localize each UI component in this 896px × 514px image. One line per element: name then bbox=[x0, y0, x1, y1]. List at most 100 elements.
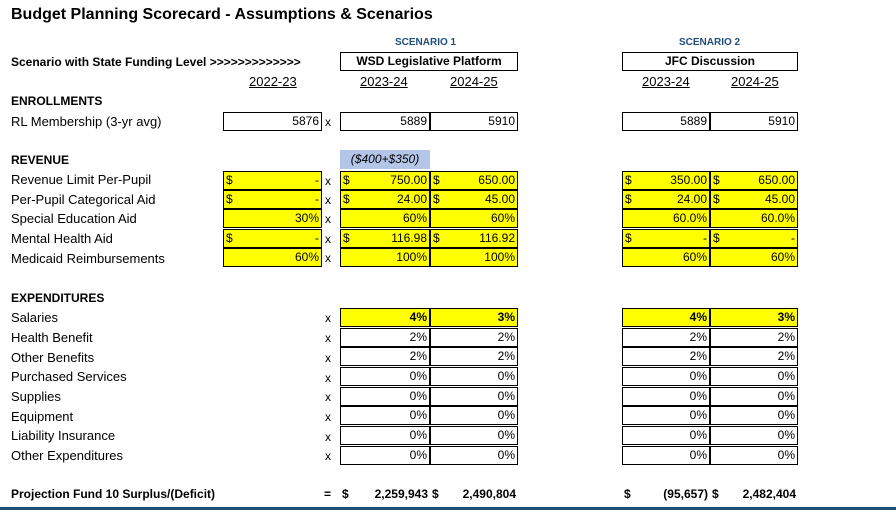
equals-mark: = bbox=[324, 487, 332, 501]
exp-s1a-value: 2% bbox=[340, 328, 430, 347]
currency-symbol: $ bbox=[712, 487, 719, 501]
x-mark: x bbox=[325, 174, 331, 188]
revenue-s2b-value: 650.00 bbox=[758, 173, 795, 187]
exp-s2b-value: 0% bbox=[710, 387, 798, 406]
x-mark: x bbox=[325, 449, 331, 463]
exp-s1b-value: 0% bbox=[430, 367, 518, 386]
revenue-s2a-value: 60% bbox=[622, 248, 710, 267]
projection-label: Projection Fund 10 Surplus/(Deficit) bbox=[11, 487, 216, 501]
currency-symbol: $ bbox=[343, 231, 350, 245]
currency-symbol: $ bbox=[342, 487, 349, 501]
scenario2-tag: SCENARIO 2 bbox=[679, 37, 741, 48]
exp-s1b-value: 2% bbox=[430, 328, 518, 347]
revenue-s1a-cell: $24.00 bbox=[340, 190, 430, 209]
exp-s1b-value: 0% bbox=[430, 426, 518, 445]
revenue-base-value: 60% bbox=[223, 248, 322, 267]
revenue-s1b-value: 60% bbox=[430, 209, 518, 228]
exp-s2a-value: 4% bbox=[622, 308, 710, 327]
bottom-border bbox=[0, 507, 896, 510]
projection-s2b: $2,482,404 bbox=[710, 484, 798, 504]
revenue-s1a-value: 750.00 bbox=[390, 173, 427, 187]
x-mark: x bbox=[325, 232, 331, 246]
projection-s2a: $ (95,657) bbox=[622, 484, 710, 504]
revenue-note: ($400+$350) bbox=[340, 150, 430, 169]
exp-s1a-value: 0% bbox=[340, 387, 430, 406]
revenue-base-cell: $ - bbox=[223, 171, 322, 190]
x-mark: x bbox=[325, 430, 331, 444]
exp-s2a-value: 2% bbox=[622, 328, 710, 347]
currency-symbol: $ bbox=[713, 173, 720, 187]
x-mark: x bbox=[325, 115, 331, 129]
projection-s2b-value: 2,482,404 bbox=[742, 487, 796, 501]
revenue-s1a-cell: $750.00 bbox=[340, 171, 430, 190]
revenue-label: Special Education Aid bbox=[11, 211, 137, 226]
enroll-s1a: 5889 bbox=[340, 112, 430, 131]
exp-s2b-value: 0% bbox=[710, 406, 798, 425]
currency-symbol: $ bbox=[625, 231, 632, 245]
revenue-label: Medicaid Reimbursements bbox=[11, 251, 165, 266]
exp-s2b-value: 3% bbox=[710, 308, 798, 327]
revenue-s1a-cell: $116.98 bbox=[340, 229, 430, 248]
year-base: 2022-23 bbox=[249, 74, 297, 89]
x-mark: x bbox=[325, 251, 331, 265]
exp-s2a-value: 0% bbox=[622, 387, 710, 406]
projection-s1b: $2,490,804 bbox=[430, 484, 518, 504]
currency-symbol: $ bbox=[343, 173, 350, 187]
revenue-base-value: - bbox=[315, 231, 319, 245]
currency-symbol: $ bbox=[625, 173, 632, 187]
revenue-s1a-value: 60% bbox=[340, 209, 430, 228]
year-s1a: 2023-24 bbox=[360, 74, 408, 89]
year-s1b: 2024-25 bbox=[450, 74, 498, 89]
year-s2b: 2024-25 bbox=[731, 74, 779, 89]
revenue-s2b-value: 60.0% bbox=[710, 209, 798, 228]
enroll-s2b: 5910 bbox=[710, 112, 798, 131]
currency-symbol: $ bbox=[713, 231, 720, 245]
x-mark: x bbox=[325, 410, 331, 424]
expenditure-label: Purchased Services bbox=[11, 369, 127, 384]
exp-s1b-value: 0% bbox=[430, 406, 518, 425]
revenue-s1b-value: 650.00 bbox=[478, 173, 515, 187]
exp-s1a-value: 0% bbox=[340, 406, 430, 425]
expenditures-heading: EXPENDITURES bbox=[11, 291, 105, 305]
x-mark: x bbox=[325, 311, 331, 325]
revenue-label: Revenue Limit Per-Pupil bbox=[11, 172, 152, 187]
revenue-s1b-value: 116.92 bbox=[479, 231, 515, 245]
revenue-heading: REVENUE bbox=[11, 153, 70, 167]
exp-s1b-value: 0% bbox=[430, 446, 518, 465]
exp-s2b-value: 2% bbox=[710, 328, 798, 347]
currency-symbol: $ bbox=[226, 231, 233, 245]
enrollments-heading: ENROLLMENTS bbox=[11, 94, 103, 108]
revenue-s2b-value: 60% bbox=[710, 248, 798, 267]
expenditure-label: Liability Insurance bbox=[11, 428, 116, 443]
currency-symbol: $ bbox=[226, 173, 233, 187]
exp-s1a-value: 4% bbox=[340, 308, 430, 327]
revenue-label: Mental Health Aid bbox=[11, 231, 113, 246]
exp-s1a-value: 0% bbox=[340, 446, 430, 465]
currency-symbol: $ bbox=[432, 487, 439, 501]
enroll-base: 5876 bbox=[223, 112, 322, 131]
expenditure-label: Equipment bbox=[11, 409, 74, 424]
scenario2-name: JFC Discussion bbox=[622, 52, 798, 71]
exp-s2a-value: 0% bbox=[622, 406, 710, 425]
exp-s1b-value: 0% bbox=[430, 387, 518, 406]
x-mark: x bbox=[325, 351, 331, 365]
exp-s1a-value: 0% bbox=[340, 426, 430, 445]
exp-s2b-value: 0% bbox=[710, 367, 798, 386]
currency-symbol: $ bbox=[624, 487, 631, 501]
revenue-s2a-cell: $24.00 bbox=[622, 190, 710, 209]
currency-symbol: $ bbox=[433, 231, 440, 245]
scenario1-name: WSD Legislative Platform bbox=[340, 52, 518, 71]
projection-s1a: $2,259,943 bbox=[340, 484, 430, 504]
expenditure-label: Supplies bbox=[11, 389, 61, 404]
revenue-s2b-cell: $650.00 bbox=[710, 171, 798, 190]
revenue-s1a-value: 116.98 bbox=[391, 231, 427, 245]
projection-s1b-value: 2,490,804 bbox=[462, 487, 516, 501]
exp-s2a-value: 0% bbox=[622, 446, 710, 465]
expenditure-label: Other Benefits bbox=[11, 350, 95, 365]
rl-membership-label: RL Membership (3-yr avg) bbox=[11, 114, 162, 129]
exp-s2b-value: 2% bbox=[710, 347, 798, 366]
projection-s2a-value: (95,657) bbox=[663, 487, 708, 501]
currency-symbol: $ bbox=[433, 192, 440, 206]
revenue-s2b-value: - bbox=[791, 231, 795, 245]
exp-s2b-value: 0% bbox=[710, 446, 798, 465]
